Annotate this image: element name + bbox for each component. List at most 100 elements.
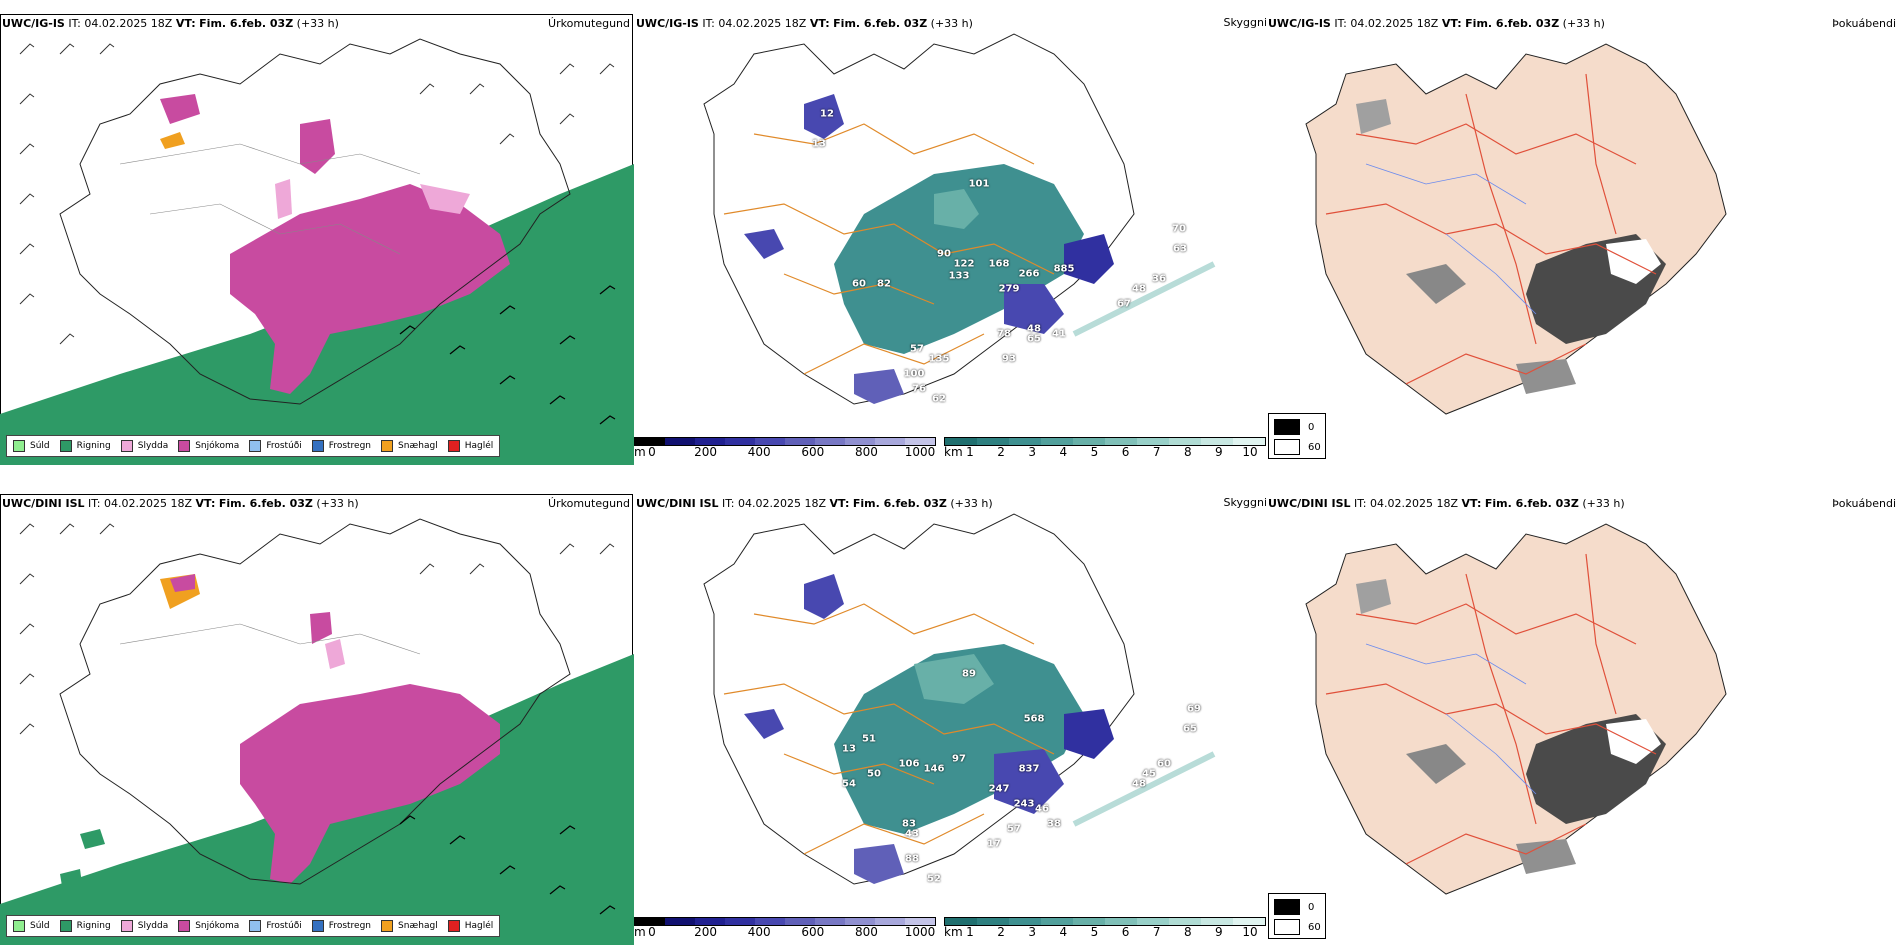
colorbar-segment	[1009, 438, 1041, 445]
legend-label: Frostúði	[266, 441, 302, 451]
colorbar-tick-label: 6	[1121, 925, 1130, 939]
fog-legend-swatch	[1274, 899, 1300, 915]
lead-time: (+33 h)	[296, 17, 339, 30]
colorbar-tick-label: 3	[1028, 925, 1037, 939]
legend-label: Snæhagl	[398, 921, 438, 931]
colorbar-segment	[1137, 918, 1169, 925]
cloud-base-value-label: 46	[1035, 803, 1049, 815]
cloud-base-value-label: 266	[1018, 268, 1040, 280]
legend-swatch	[59, 920, 72, 932]
colorbar-segment	[945, 918, 977, 925]
it-label: IT:	[88, 497, 101, 510]
colorbar-segment	[977, 918, 1009, 925]
colorbar-segment	[905, 918, 935, 925]
cloud-base-value-label: 48	[1027, 323, 1041, 335]
colorbar-segment	[785, 438, 815, 445]
cloud-base-value-label: 243	[1013, 798, 1035, 810]
colorbar-tick-label: 2	[997, 925, 1005, 939]
cloud-visibility-panel-2: UWC/DINI ISL IT: 04.02.2025 18Z VT: Fim.…	[634, 494, 1266, 945]
it-value: 04.02.2025 18Z	[718, 17, 807, 30]
precip-legend: Súld Rigning Slydda Snjókoma Frostúði Fr…	[6, 915, 501, 937]
colorbar-tick-label: 5	[1090, 925, 1099, 939]
colorbar-tick-label: 400	[747, 925, 771, 939]
cloud-base-value-label: 60	[1157, 758, 1171, 770]
panel-header: UWC/DINI ISL IT: 04.02.2025 18Z VT: Fim.…	[1268, 497, 1625, 510]
cloud-base-value-label: 13	[842, 743, 856, 755]
colorbar-segment	[1201, 918, 1233, 925]
colorbar-tick-label: 800	[854, 445, 878, 459]
colorbar-tick-label: 2	[997, 445, 1005, 459]
colorbar-tick-label: 200	[694, 445, 718, 459]
cloud-base-value-label: 101	[968, 178, 990, 190]
panel-title: Skyggni	[1223, 16, 1266, 29]
colorbar-segment	[725, 918, 755, 925]
cloud-base-value-label: 146	[923, 763, 945, 775]
cloud-base-value-label: 65	[1183, 723, 1197, 735]
precip-map-2	[0, 518, 634, 945]
colorbar-segment	[665, 918, 695, 925]
colorbar-tick-label: 7	[1152, 445, 1161, 459]
colorbar-tick-label: 5	[1090, 445, 1099, 459]
colorbar-segment	[905, 438, 935, 445]
cloud-base-value-label: 48	[1132, 778, 1146, 790]
legend-swatch	[311, 920, 324, 932]
it-label: IT:	[722, 497, 735, 510]
cloud-base-value-label: 13	[812, 138, 826, 150]
visibility-unit: km	[944, 925, 963, 939]
legend-label: Snjókoma	[195, 921, 240, 931]
cloud-map-2	[703, 513, 1216, 885]
legend-label: Frostúði	[266, 921, 302, 931]
cloud-base-value-label: 279	[998, 283, 1020, 295]
colorbar-segment	[875, 438, 905, 445]
colorbar-segment	[815, 438, 845, 445]
colorbar-tick-label: 0	[648, 445, 656, 459]
colorbar-segment	[1105, 918, 1137, 925]
model-name: UWC/DINI ISL	[636, 497, 719, 510]
colorbar-segment	[755, 438, 785, 445]
colorbar-segment	[815, 918, 845, 925]
cloud-base-value-label: 89	[962, 668, 976, 680]
colorbar-tick-label: 800	[854, 925, 878, 939]
legend-swatch	[13, 920, 25, 932]
legend-label: Rigning	[76, 441, 111, 451]
colorbar-segment	[875, 918, 905, 925]
cloud-base-value-label: 93	[1002, 353, 1016, 365]
cloud-visibility-panel-1: UWC/IG-IS IT: 04.02.2025 18Z VT: Fim. 6.…	[634, 14, 1266, 465]
fog-legend-label: 0	[1308, 421, 1315, 433]
cloud-base-value-label: 41	[1052, 328, 1066, 340]
vt-label: VT:	[829, 497, 850, 510]
vt-label: VT:	[1441, 17, 1462, 30]
colorbar-tick-label: 8	[1183, 445, 1192, 459]
legend-item: Slydda	[120, 920, 169, 932]
cloud-base-value-label: 76	[912, 383, 926, 395]
fog-legend-item: 0	[1274, 899, 1314, 915]
panel-title: Úrkomutegund	[548, 17, 630, 30]
vt-label: VT:	[175, 17, 196, 30]
vt-value: Fim. 6.feb. 03Z	[1465, 17, 1560, 30]
cloud-base-value-label: 12	[820, 108, 834, 120]
colorbar-segment	[665, 438, 695, 445]
model-name: UWC/DINI ISL	[2, 497, 85, 510]
colorbar-segment	[635, 438, 665, 445]
colorbar-tick-label: 10	[1242, 445, 1258, 459]
legend-swatch	[381, 440, 394, 452]
panel-title: Skyggni	[1223, 496, 1266, 509]
legend-item: Snjókoma	[178, 440, 239, 452]
legend-label: Snæhagl	[398, 441, 438, 451]
colorbar-segment	[1073, 918, 1105, 925]
panel-title: Úrkomutegund	[548, 497, 630, 510]
fog-map-2	[1305, 523, 1727, 895]
legend-swatch	[13, 440, 25, 452]
it-label: IT:	[1334, 17, 1347, 30]
cloud-base-value-label: 88	[905, 853, 919, 865]
colorbar-segment	[977, 438, 1009, 445]
vt-value: Fim. 6.feb. 03Z	[1484, 497, 1579, 510]
colorbar-tick-label: 9	[1215, 925, 1223, 939]
fog-legend-label: 0	[1308, 901, 1315, 913]
cloud-base-value-label: 90	[937, 248, 951, 260]
cloud-base-value-label: 60	[852, 278, 866, 290]
legend-label: Slydda	[137, 921, 169, 931]
fog-legend-item: 60	[1274, 919, 1321, 935]
colorbar-tick-label: 600	[801, 445, 825, 459]
legend-item: Haglél	[447, 440, 493, 452]
